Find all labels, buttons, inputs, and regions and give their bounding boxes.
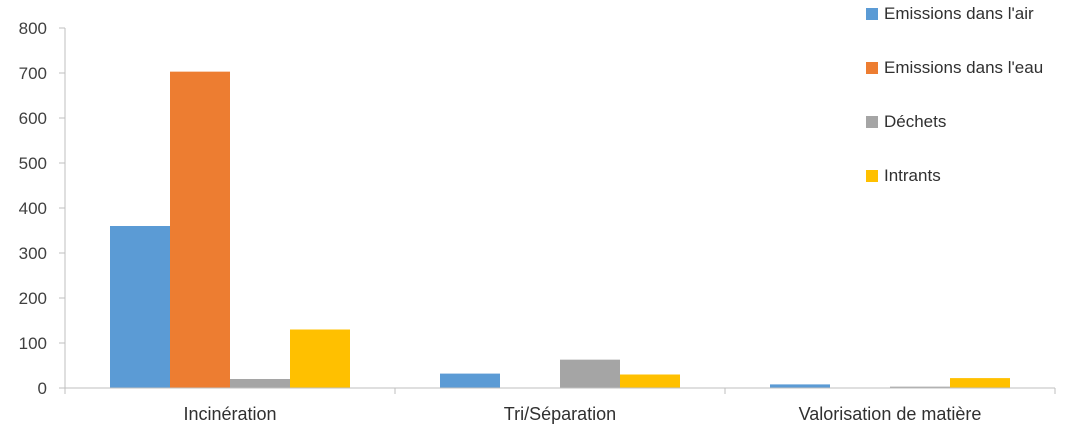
bar xyxy=(170,71,230,389)
legend-label: Déchets xyxy=(884,112,946,131)
x-tick-label: Valorisation de matière xyxy=(799,404,982,424)
bar xyxy=(440,373,500,388)
x-tick-label: Tri/Séparation xyxy=(504,404,616,424)
bar xyxy=(770,384,830,388)
y-tick-label: 100 xyxy=(19,334,47,353)
bar xyxy=(620,374,680,388)
legend-label: Intrants xyxy=(884,166,941,185)
legend-swatch xyxy=(866,8,878,20)
bar xyxy=(950,378,1010,388)
bar xyxy=(110,226,170,388)
legend-swatch xyxy=(866,170,878,182)
bar xyxy=(890,386,950,388)
legend-label: Emissions dans l'air xyxy=(884,4,1034,23)
y-axis: 0 100 200 300 400 500 600 700 800 xyxy=(19,19,66,398)
y-tick-label: 300 xyxy=(19,244,47,263)
legend-swatch xyxy=(866,62,878,74)
legend-swatch xyxy=(866,116,878,128)
y-tick-label: 400 xyxy=(19,199,47,218)
bar xyxy=(560,359,620,388)
y-tick-label: 700 xyxy=(19,64,47,83)
x-axis: Incinération Tri/Séparation Valorisation d… xyxy=(64,387,1056,424)
y-tick-label: 600 xyxy=(19,109,47,128)
y-tick-label: 0 xyxy=(38,379,47,398)
y-tick-label: 200 xyxy=(19,289,47,308)
bar xyxy=(230,379,290,388)
y-tick-label: 500 xyxy=(19,154,47,173)
bars xyxy=(110,71,1010,389)
legend: Emissions dans l'air Emissions dans l'eau… xyxy=(866,4,1043,185)
bar xyxy=(290,329,350,388)
legend-label: Emissions dans l'eau xyxy=(884,58,1043,77)
x-tick-label: Incinération xyxy=(183,404,276,424)
y-tick-label: 800 xyxy=(19,19,47,38)
